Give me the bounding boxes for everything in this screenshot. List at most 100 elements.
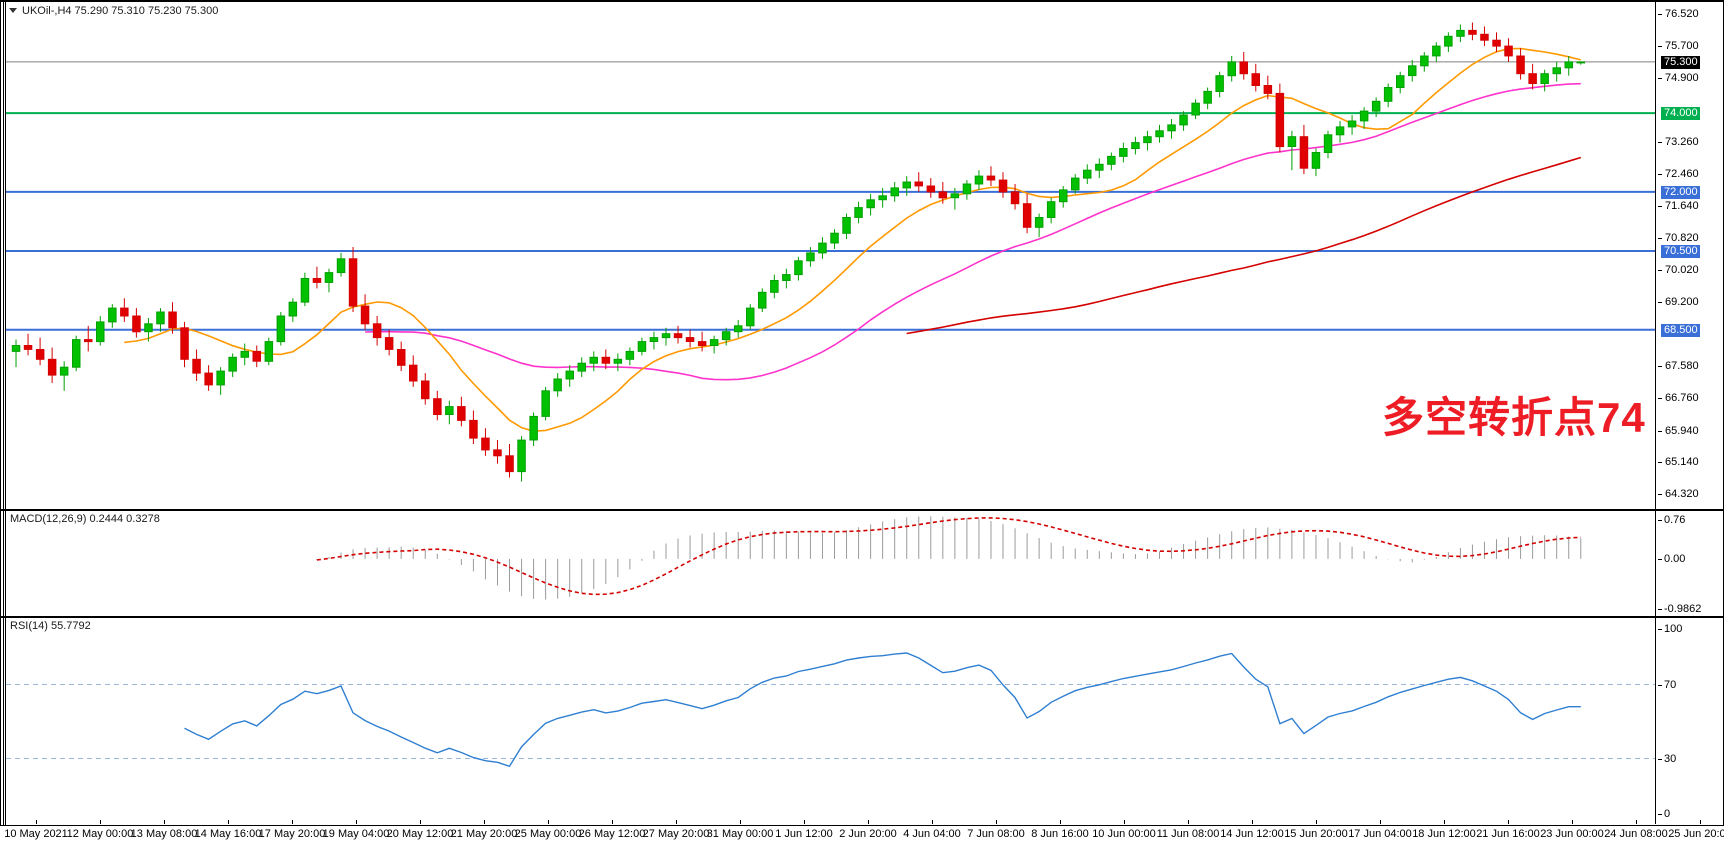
price-plot bbox=[6, 22, 1655, 482]
time-axis-label: 7 Jun 08:00 bbox=[967, 828, 1025, 840]
time-axis-label: 11 Jun 08:00 bbox=[1156, 828, 1220, 840]
y-tick-mark bbox=[1658, 238, 1662, 240]
x-tick-mark bbox=[548, 820, 549, 824]
time-axis-label: 14 Jun 12:00 bbox=[1220, 828, 1284, 840]
y-tick-mark bbox=[1658, 398, 1662, 400]
time-axis-label: 20 May 12:00 bbox=[386, 828, 454, 840]
y-tick-mark bbox=[1658, 77, 1662, 79]
x-tick-mark bbox=[36, 820, 37, 824]
y-tick-mark bbox=[1658, 558, 1662, 560]
x-tick-mark bbox=[804, 820, 805, 824]
time-axis-label: 2 Jun 20:00 bbox=[839, 828, 897, 840]
price-axis-label: 65.140 bbox=[1665, 456, 1699, 469]
x-tick-mark bbox=[356, 820, 357, 824]
level-tag-72[interactable]: 72.000 bbox=[1661, 185, 1700, 199]
time-axis-label: 15 Jun 20:00 bbox=[1284, 828, 1348, 840]
y-tick-mark bbox=[1658, 462, 1662, 464]
price-axis-label: 70.020 bbox=[1665, 263, 1699, 276]
y-tick-mark bbox=[1658, 142, 1662, 144]
time-axis-label: 18 Jun 12:00 bbox=[1412, 828, 1476, 840]
rsi-indicator-label: RSI(14) 55.7792 bbox=[10, 620, 91, 632]
y-tick-mark bbox=[1658, 366, 1662, 367]
time-axis-label: 21 May 20:00 bbox=[450, 828, 518, 840]
macd-axis-label: 0.00 bbox=[1664, 552, 1686, 565]
price-axis-label: 64.320 bbox=[1665, 488, 1699, 501]
last-price-tag[interactable]: 75.300 bbox=[1661, 55, 1700, 69]
time-axis-label: 8 Jun 16:00 bbox=[1031, 828, 1089, 840]
macd-chart-panel[interactable] bbox=[6, 512, 1655, 616]
x-tick-mark bbox=[1508, 820, 1509, 824]
macd-panel-separator bbox=[0, 509, 1724, 511]
time-axis-label: 13 May 08:00 bbox=[130, 828, 198, 840]
time-axis-label: 26 May 12:00 bbox=[578, 828, 646, 840]
y-tick-mark bbox=[1658, 430, 1662, 432]
x-tick-mark bbox=[676, 820, 677, 824]
x-tick-mark bbox=[740, 820, 741, 824]
macd-axis-label: -0.9862 bbox=[1664, 603, 1702, 616]
rsi-axis-label: 100 bbox=[1664, 623, 1683, 635]
x-tick-mark bbox=[996, 820, 997, 824]
x-tick-mark bbox=[1572, 820, 1573, 824]
left-rail-divider bbox=[3, 2, 6, 845]
x-tick-mark bbox=[484, 820, 485, 824]
time-axis-label: 25 May 00:00 bbox=[514, 828, 582, 840]
rsi-axis-label: 30 bbox=[1664, 752, 1677, 765]
chart-symbol-header: UKOil-,H4 75.290 75.310 75.230 75.300 bbox=[22, 5, 219, 17]
x-tick-mark bbox=[932, 820, 933, 824]
time-axis-label: 14 May 16:00 bbox=[194, 828, 262, 840]
x-tick-mark bbox=[1380, 820, 1381, 824]
x-tick-mark bbox=[868, 820, 869, 824]
time-axis-label: 25 Jun 20:00 bbox=[1668, 828, 1724, 840]
x-tick-mark bbox=[420, 820, 421, 824]
time-axis-label: 31 May 00:00 bbox=[706, 828, 774, 840]
x-tick-mark bbox=[228, 820, 229, 824]
rsi-axis-label: 70 bbox=[1664, 678, 1677, 691]
price-axis-label: 73.260 bbox=[1665, 136, 1699, 149]
time-axis-label: 23 Jun 00:00 bbox=[1540, 828, 1604, 840]
x-tick-mark bbox=[164, 820, 165, 824]
time-axis-label: 4 Jun 04:00 bbox=[903, 828, 961, 840]
chevron-down-icon[interactable] bbox=[9, 8, 17, 13]
y-tick-mark bbox=[1658, 13, 1662, 15]
rsi-panel-separator bbox=[0, 616, 1724, 618]
y-tick-mark bbox=[1658, 629, 1662, 630]
y-tick-mark bbox=[1658, 206, 1662, 208]
price-axis-label: 71.640 bbox=[1665, 200, 1699, 213]
price-axis-label: 75.700 bbox=[1665, 40, 1699, 53]
rsi-chart-panel[interactable] bbox=[6, 619, 1655, 824]
macd-plot bbox=[316, 516, 1582, 600]
time-axis-label: 17 Jun 04:00 bbox=[1348, 828, 1412, 840]
macd-indicator-label: MACD(12,26,9) 0.2444 0.3278 bbox=[10, 513, 160, 525]
y-tick-mark bbox=[1658, 520, 1662, 522]
x-tick-mark bbox=[100, 820, 101, 824]
rsi-axis-label: 0 bbox=[1664, 808, 1671, 820]
x-tick-mark bbox=[292, 820, 293, 824]
price-axis-label: 72.460 bbox=[1665, 167, 1699, 180]
y-tick-mark bbox=[1658, 684, 1662, 686]
level-tag-74[interactable]: 74.000 bbox=[1661, 107, 1700, 121]
x-tick-mark bbox=[612, 820, 613, 824]
time-axis-label: 17 May 20:00 bbox=[258, 828, 326, 840]
level-tag-70-5[interactable]: 70.500 bbox=[1661, 244, 1700, 258]
price-axis-label: 66.760 bbox=[1665, 392, 1699, 405]
y-tick-mark bbox=[1658, 173, 1662, 175]
time-axis-label: 10 Jun 00:00 bbox=[1092, 828, 1156, 840]
price-scale-divider bbox=[1655, 2, 1656, 824]
chart-annotation-text: 多空转折点74 bbox=[1382, 394, 1646, 441]
time-axis-label: 19 May 04:00 bbox=[322, 828, 390, 840]
price-axis-label: 70.820 bbox=[1665, 232, 1699, 245]
time-axis-label: 24 Jun 08:00 bbox=[1604, 828, 1668, 840]
level-tag-68-5[interactable]: 68.500 bbox=[1661, 323, 1700, 337]
y-tick-mark bbox=[1658, 814, 1662, 815]
price-chart-panel[interactable] bbox=[6, 2, 1655, 512]
x-tick-mark bbox=[1060, 820, 1061, 824]
price-axis-label: 74.900 bbox=[1665, 71, 1699, 84]
x-tick-mark bbox=[1636, 820, 1637, 824]
price-axis-label: 65.940 bbox=[1665, 424, 1699, 437]
x-tick-mark bbox=[1124, 820, 1125, 824]
price-axis-label: 69.200 bbox=[1665, 296, 1699, 309]
x-tick-mark bbox=[1252, 820, 1253, 824]
time-axis-label: 10 May 2021 bbox=[4, 828, 68, 840]
price-axis-label: 76.520 bbox=[1665, 7, 1699, 20]
